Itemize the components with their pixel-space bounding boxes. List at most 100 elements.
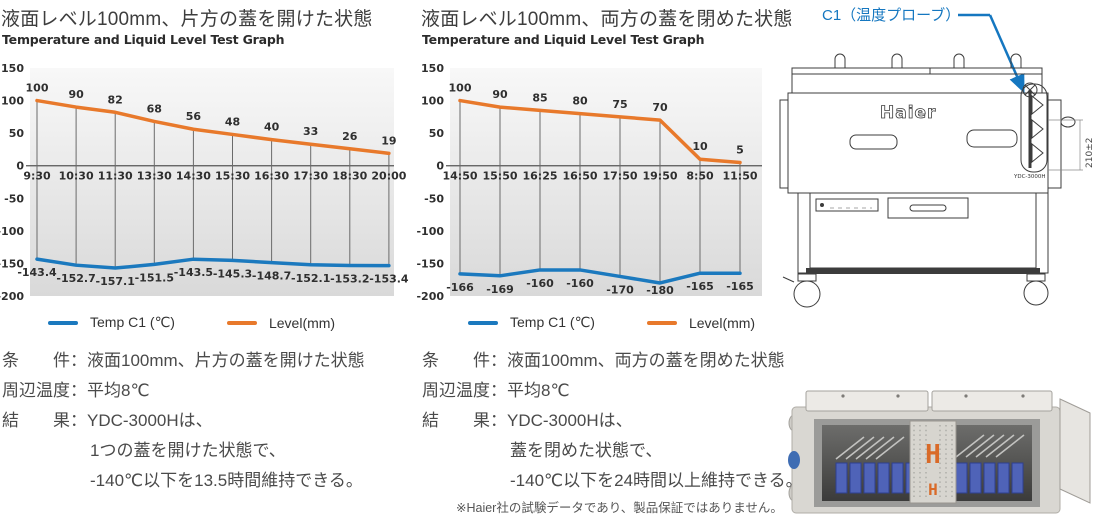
level-line-swatch [226,320,257,325]
svg-text:56: 56 [186,110,202,123]
svg-text:-50: -50 [424,192,444,205]
condition-value: YDC-3000Hは、 [87,411,213,430]
svg-text:80: 80 [572,95,588,108]
conditions-block-right: 条 件：液面100mm、両方の蓋を閉めた状態 周辺温度：平均8℃ 結 果：YDC… [422,346,803,520]
temp-value-labels: -143.4 -152.7 -157.1 -151.5 -143.5 -145.3 -148… [17,266,409,288]
condition-continuation: 1つの蓋を開けた状態で、 [90,441,286,460]
svg-text:90: 90 [492,88,508,101]
y-axis-labels: 150 100 50 0 -50 -100 -150 -200 [416,62,444,303]
logo-letter-small: H [928,480,938,499]
legend-label-temp: Temp C1 (℃) [510,314,595,330]
svg-text:17:50: 17:50 [602,170,637,183]
condition-value: 平均8℃ [87,381,150,400]
dimension-label: 210±2 [1085,138,1095,168]
dimension-callout: 210±2 [1048,119,1095,171]
level-line-swatch [646,320,677,325]
chart-panel-open-lid: 液面レベル100mm、片方の蓋を開けた状態 Temperature and Li… [0,0,412,516]
svg-text:-200: -200 [0,290,24,303]
lid-knob-icon [891,53,903,68]
legend-label-level: Level(mm) [688,314,756,331]
svg-text:85: 85 [532,91,547,104]
svg-text:75: 75 [612,98,627,111]
x-axis-labels: 9:30 10:30 11:30 13:30 14:30 15:30 16:30 17:30 1… [23,170,406,183]
svg-text:100: 100 [26,82,49,95]
lid-knob-icon [834,53,846,68]
drawer [887,197,969,219]
caster-fork [1026,273,1046,282]
temp-line-swatch [48,320,78,325]
blue-valve-knob [788,451,800,469]
legend-closed-lid: Temp C1 (℃) Level(mm) [468,314,755,331]
svg-text:18:30: 18:30 [332,170,367,183]
photo-haier-plate: H H [909,420,957,504]
condition-row: 条 件：液面100mm、両方の蓋を閉めた状態 [422,346,803,376]
svg-text:-180: -180 [646,284,674,297]
freezer-outline: Haier YDC-3000H 210±2 [779,53,1095,308]
model-label: YDC-3000H [1013,174,1046,180]
level-series-line [458,98,742,165]
freezer-photo: H H [788,390,1091,514]
photo-interior: H H [814,419,1040,507]
caster-fork [797,273,817,282]
svg-text:16:50: 16:50 [562,170,597,183]
svg-text:50: 50 [9,127,25,140]
svg-text:-150: -150 [0,257,24,270]
perforated-plate [909,420,957,504]
temp-value-labels: -166 -169 -160 -160 -170 -180 -165 -165 [446,277,754,297]
svg-text:-50: -50 [4,192,24,205]
logo-letter-large: H [925,440,941,470]
probe-fins [1031,94,1044,164]
probe-target-cross [1024,84,1036,96]
condition-label: 条 件： [2,351,87,370]
base-rail [806,268,1040,274]
svg-text:26: 26 [342,130,358,143]
condition-value: 平均8℃ [507,381,570,400]
svg-text:10: 10 [692,140,708,153]
lid-knob-icon [953,53,965,68]
line-chart-open-lid: 150100500-50-100-150-2001009082685648403… [0,62,409,303]
svg-text:50: 50 [429,127,445,140]
svg-text:90: 90 [68,88,84,101]
svg-text:-157.1: -157.1 [96,275,135,288]
svg-text:19:50: 19:50 [642,170,677,183]
svg-text:150: 150 [421,62,444,75]
probe-callout-label: C1（温度プローブ） [822,6,960,24]
chart-title-open-lid: 液面レベル100mm、片方の蓋を開けた状態 [1,9,373,30]
svg-text:10:30: 10:30 [59,170,94,183]
perforation-dots [913,425,953,499]
drawer-handle [909,204,947,212]
condition-label: 結 果： [422,411,507,430]
svg-text:-143.4: -143.4 [17,266,57,279]
svg-text:-151.5: -151.5 [135,271,174,284]
svg-text:11:50: 11:50 [722,170,757,183]
svg-text:9:30: 9:30 [23,170,51,183]
svg-text:-152.7: -152.7 [56,272,95,285]
freezer-lid [791,67,1043,94]
probe-target-icon [1022,82,1038,98]
lid-screw [896,394,900,398]
condition-row: 結 果：YDC-3000Hは、 [422,406,803,436]
svg-text:70: 70 [652,101,668,114]
plot-area [30,68,394,296]
svg-text:17:30: 17:30 [293,170,328,183]
freezer-technical-drawing: C1（温度プローブ） Haier [779,6,1095,308]
svg-text:11:30: 11:30 [98,170,133,183]
svg-text:-100: -100 [0,225,24,238]
svg-text:-160: -160 [526,277,554,290]
svg-text:-152.1: -152.1 [291,272,330,285]
svg-text:-165: -165 [686,280,714,293]
conditions-block-left: 条 件：液面100mm、片方の蓋を開けた状態 周辺温度：平均8℃ 結 果：YDC… [2,346,365,496]
photo-lid-left [805,390,929,412]
svg-text:-143.5: -143.5 [174,266,213,279]
svg-text:100: 100 [1,95,24,108]
drop-lines [36,100,390,269]
svg-text:8:50: 8:50 [686,170,714,183]
svg-text:-148.7: -148.7 [252,270,291,283]
left-side-panel [779,99,789,189]
svg-text:15:50: 15:50 [482,170,517,183]
base-post [797,192,811,274]
condition-continuation: -140℃以下を24時間以上維持できる。 [510,471,803,490]
svg-text:-150: -150 [416,257,444,270]
svg-text:-153.2: -153.2 [330,273,369,286]
condition-row: 周辺温度：平均8℃ [422,376,803,406]
